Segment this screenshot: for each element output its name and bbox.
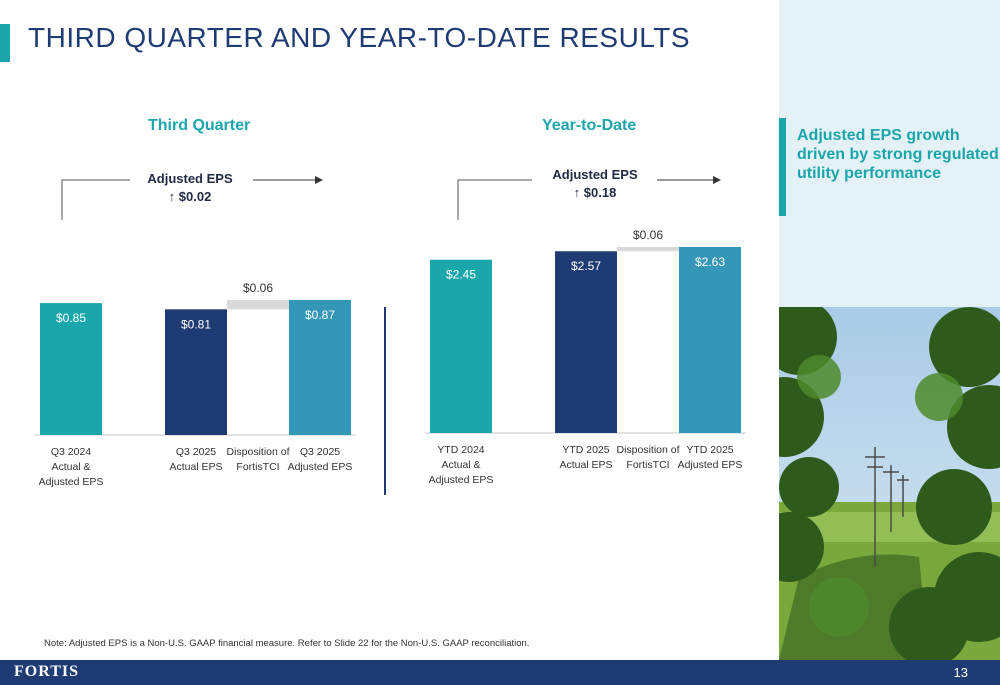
category-label-q3-1: Q3 2024 Actual & Adjusted EPS	[39, 446, 104, 488]
category-label-ytd-1: YTD 2024 Actual & Adjusted EPS	[429, 444, 494, 486]
company-logo: FORTIS	[14, 663, 80, 680]
category-label-ytd-4: YTD 2025 Adjusted EPS	[678, 444, 743, 471]
side-message: Adjusted EPS growth driven by strong reg…	[797, 127, 999, 182]
data-label-q3-1: $0.85	[56, 311, 86, 325]
category-label-q3-4: Q3 2025 Adjusted EPS	[288, 446, 353, 473]
footnote: Note: Adjusted EPS is a Non-U.S. GAAP fi…	[44, 638, 530, 649]
chart-year-to-date: $2.45 YTD 2024 Actual & Adjusted EPS $2.57 YT…	[425, 228, 746, 486]
category-label-q3-3: Disposition of FortisTCI	[226, 446, 289, 473]
panel-title-year-to-date: Year-to-Date	[542, 117, 637, 134]
footer-bar	[0, 660, 1000, 685]
eps-callout-label: Adjusted EPS	[147, 171, 233, 186]
bar-q3-1	[40, 303, 102, 435]
bar-q3-2	[165, 309, 227, 435]
data-label-ytd-4: $2.63	[695, 255, 725, 269]
chart-canvas: $0.85 Q3 2024 Actual & Adjusted EPS $0.81 Q3 …	[35, 176, 746, 488]
data-label-q3-4: $0.87	[305, 308, 335, 322]
bar-q3-4	[289, 300, 351, 435]
bar-ytd-3	[617, 247, 679, 252]
chart-third-quarter: $0.85 Q3 2024 Actual & Adjusted EPS $0.81 Q3 …	[35, 281, 356, 488]
landscape-photo	[779, 307, 1000, 660]
data-label-q3-3: $0.06	[243, 281, 273, 295]
bar-ytd-1	[430, 259, 492, 433]
growth-bracket-ytd	[457, 179, 532, 220]
category-label-ytd-3: Disposition of FortisTCI	[616, 444, 679, 471]
chart-divider	[384, 307, 386, 495]
data-label-ytd-2: $2.57	[571, 259, 601, 273]
eps-callout-change: ↑ $0.02	[168, 189, 212, 204]
eps-callout-q3: Adjusted EPS ↑ $0.02	[130, 170, 250, 206]
data-label-q3-2: $0.81	[181, 317, 211, 331]
title-accent-bar	[0, 24, 10, 62]
eps-callout-change: ↑ $0.18	[573, 185, 617, 200]
page-number: 13	[953, 665, 968, 680]
data-label-ytd-3: $0.06	[633, 228, 663, 242]
bar-ytd-4	[679, 247, 741, 433]
page-title: THIRD QUARTER AND YEAR-TO-DATE RESULTS	[28, 22, 691, 53]
growth-bracket-q3	[61, 179, 130, 220]
category-label-q3-2: Q3 2025 Actual EPS	[169, 446, 222, 473]
bar-q3-3	[227, 300, 289, 310]
category-label-ytd-2: YTD 2025 Actual EPS	[559, 444, 612, 471]
side-accent-bar	[779, 118, 786, 216]
data-label-ytd-1: $2.45	[446, 268, 476, 282]
bar-ytd-2	[555, 251, 617, 433]
side-panel	[779, 0, 1000, 307]
eps-callout-ytd: Adjusted EPS ↑ $0.18	[535, 166, 655, 202]
panel-title-third-quarter: Third Quarter	[148, 117, 251, 134]
eps-callout-label: Adjusted EPS	[552, 167, 638, 182]
